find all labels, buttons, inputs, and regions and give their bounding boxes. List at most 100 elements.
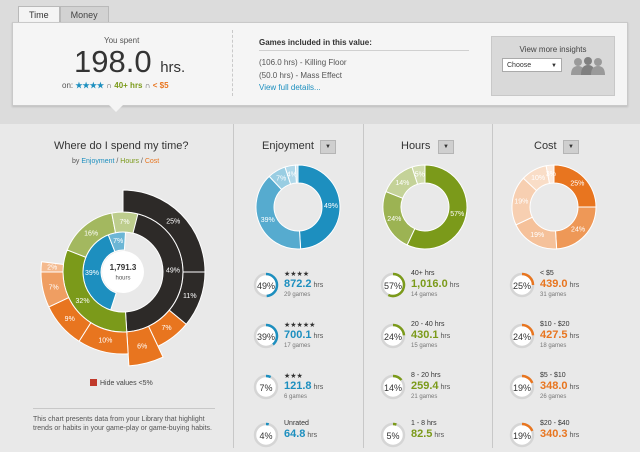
stat-percent: 14% <box>380 383 406 393</box>
panel-pointer <box>108 104 124 112</box>
enjoyment-donut[interactable]: 49%39%7%4% <box>253 162 343 252</box>
insights-select[interactable]: Choose ▼ <box>502 58 562 72</box>
slice-label: 5% <box>415 171 425 178</box>
tab-time[interactable]: Time <box>18 6 60 23</box>
cost-title: Cost <box>534 140 557 152</box>
slice-label: 19% <box>530 232 544 239</box>
stat-number: 439.0 <box>540 278 568 290</box>
hours-donut[interactable]: 57% 24% 14% 5% <box>380 162 470 252</box>
stat-value: 348.0 hrs <box>540 380 579 392</box>
donut-slice[interactable] <box>256 176 301 249</box>
stat-category: $10 - $20 <box>540 321 570 328</box>
stat-value: 872.2 hrs <box>284 278 323 290</box>
sunburst-label: 2% <box>47 264 57 271</box>
view-full-details-link[interactable]: View full details... <box>259 83 321 92</box>
stat-unit: hrs <box>568 384 580 391</box>
sunburst-label: 39% <box>85 270 99 277</box>
stat-number: 700.1 <box>284 329 312 341</box>
spent-value: 198.0 hrs. <box>74 44 185 80</box>
stat-unit: hrs <box>305 432 317 439</box>
sunburst-title: Where do I spend my time? <box>54 140 189 152</box>
slice-label: 57% <box>450 211 464 218</box>
game-item: (106.0 hrs) - Killing Floor <box>259 58 347 67</box>
filter-hours: 40+ hrs <box>114 81 142 90</box>
sunburst-label: 10% <box>98 338 112 345</box>
stat-game-count: 14 games <box>411 292 437 298</box>
filter-cost: < $5 <box>153 81 169 90</box>
stat-unit: hrs <box>568 282 580 289</box>
tab-money[interactable]: Money <box>60 6 109 23</box>
stat-unit: hrs <box>448 282 460 289</box>
cost-donut[interactable]: 25%24%19%19%10%3% <box>509 162 599 252</box>
stat-percent: 39% <box>253 332 279 342</box>
stat-percent: 57% <box>380 281 406 291</box>
stat-value: 1,016.0 hrs <box>411 278 459 290</box>
stat-number: 82.5 <box>411 428 432 440</box>
cost-dropdown[interactable]: ▼ <box>563 140 579 154</box>
stat-percent: 7% <box>253 383 279 393</box>
summary-divider <box>232 30 233 96</box>
sunburst-chart[interactable]: 39%7%49%32%16%7%25%11%7%6%10%9%7%2%1,791… <box>23 172 223 372</box>
stat-game-count: 26 games <box>540 394 566 400</box>
stat-value: 64.8 hrs <box>284 428 317 440</box>
filter-prefix: on: <box>62 81 73 90</box>
hours-dropdown[interactable]: ▼ <box>438 140 454 154</box>
spent-unit: hrs. <box>160 59 185 76</box>
enjoyment-title: Enjoyment <box>262 140 314 152</box>
sunburst-center-unit: hours <box>115 276 130 282</box>
insights-title: View more insights <box>492 45 614 54</box>
chart-description: This chart presents data from your Libra… <box>33 408 215 433</box>
stat-percent: 24% <box>509 332 535 342</box>
tab-bar: Time Money <box>18 6 109 23</box>
games-title-rule <box>259 50 469 51</box>
stat-game-count: 21 games <box>411 394 437 400</box>
by-hours: Hours <box>120 158 139 165</box>
chevron-down-icon: ▼ <box>551 59 557 73</box>
sunburst-label: 16% <box>84 230 98 237</box>
game-item: (50.0 hrs) - Mass Effect <box>259 71 342 80</box>
stat-unit: hrs <box>439 333 451 340</box>
sunburst-label: 7% <box>120 219 130 226</box>
stat-number: 340.3 <box>540 428 568 440</box>
enjoyment-dropdown[interactable]: ▼ <box>320 140 336 154</box>
checkbox[interactable] <box>90 379 97 386</box>
stat-ring-fill <box>393 424 396 425</box>
stat-percent: 4% <box>253 431 279 441</box>
insights-select-value: Choose <box>507 62 531 69</box>
filter-stars: ★★★★ <box>75 81 104 90</box>
stat-percent: 19% <box>509 383 535 393</box>
column-divider <box>492 124 493 448</box>
stat-ring-fill <box>266 376 271 377</box>
stat-category: 20 - 40 hrs <box>411 321 444 328</box>
by-label: by <box>72 158 79 165</box>
stat-value: 430.1 hrs <box>411 329 450 341</box>
stat-category: $5 - $10 <box>540 372 566 379</box>
stat-category: 8 - 20 hrs <box>411 372 441 379</box>
stat-number: 348.0 <box>540 380 568 392</box>
slice-label: 14% <box>395 180 409 187</box>
sunburst-center-value: 1,791.3 <box>110 263 137 272</box>
hide-small-values[interactable]: Hide values <5% <box>90 379 153 387</box>
stat-category: $20 - $40 <box>540 420 570 427</box>
by-cost: Cost <box>145 158 159 165</box>
stat-value: 82.5 hrs <box>411 428 444 440</box>
stat-percent: 5% <box>380 431 406 441</box>
stat-number: 427.5 <box>540 329 568 341</box>
slice-label: 24% <box>571 226 585 233</box>
stat-game-count: 6 games <box>284 394 307 400</box>
stat-unit: hrs <box>312 333 324 340</box>
sunburst-subtitle: by Enjoyment / Hours / Cost <box>72 158 159 165</box>
slice-label: 7% <box>276 175 286 182</box>
stat-unit: hrs <box>568 333 580 340</box>
stat-percent: 24% <box>380 332 406 342</box>
stat-value: 700.1 hrs <box>284 329 323 341</box>
slice-label: 10% <box>531 175 545 182</box>
stat-category: < $5 <box>540 270 554 277</box>
stat-percent: 25% <box>509 281 535 291</box>
stat-value: 439.0 hrs <box>540 278 579 290</box>
stat-number: 259.4 <box>411 380 439 392</box>
stat-game-count: 17 games <box>284 343 310 349</box>
stat-number: 121.8 <box>284 380 312 392</box>
slice-label: 24% <box>387 216 401 223</box>
slice-label: 3% <box>546 171 556 178</box>
